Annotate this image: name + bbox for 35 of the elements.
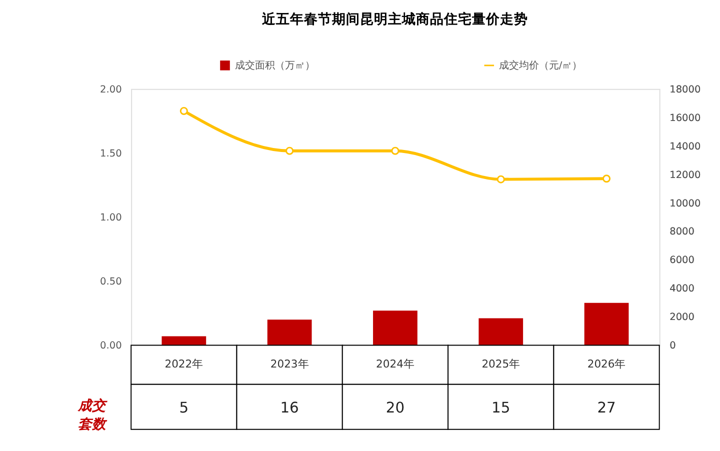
y-tick-label: 0.00 [100,340,122,352]
y2-tick-label: 18000 [670,84,701,96]
text: 15 [492,400,510,417]
bar [162,336,206,346]
x-tick-label: 2024年 [376,358,414,371]
point [180,106,188,115]
x-tick-label: 2025年 [482,358,520,371]
legend-label: 成交面积（万㎡） [234,59,315,72]
y2-tick-label: 2000 [670,312,694,324]
point [286,146,294,155]
y2-tick-label: 0 [670,340,676,352]
y2-tick-label: 10000 [670,198,701,210]
text: 5 [179,400,189,417]
y-tick-label: 1.00 [100,212,122,224]
text: 27 [597,400,616,417]
legend-label: 成交均价（元/㎡） [498,59,582,72]
point [391,146,400,155]
y2-tick-label: 4000 [670,284,694,295]
chart-title: 近五年春节期间昆明主城商品住宅量价走势 [261,10,528,28]
y2-tick-label: 12000 [670,170,701,181]
y2-tick-label: 16000 [670,112,701,124]
y2-tick-label: 14000 [670,141,701,152]
point [602,174,611,183]
y-tick-label: 2.00 [100,84,122,96]
y-tick-label: 0.50 [100,276,122,288]
y2-tick-label: 6000 [670,255,694,266]
y-tick-label: 1.50 [100,148,122,160]
x-tick-label: 2022年 [164,358,204,371]
text: 成交套数 [76,398,108,432]
text: 16 [280,400,299,417]
text: 20 [386,400,405,417]
point [496,175,505,184]
x-tick-label: 2023年 [270,358,309,371]
y2-tick-label: 8000 [670,226,694,238]
x-tick-label: 2026年 [587,358,626,371]
